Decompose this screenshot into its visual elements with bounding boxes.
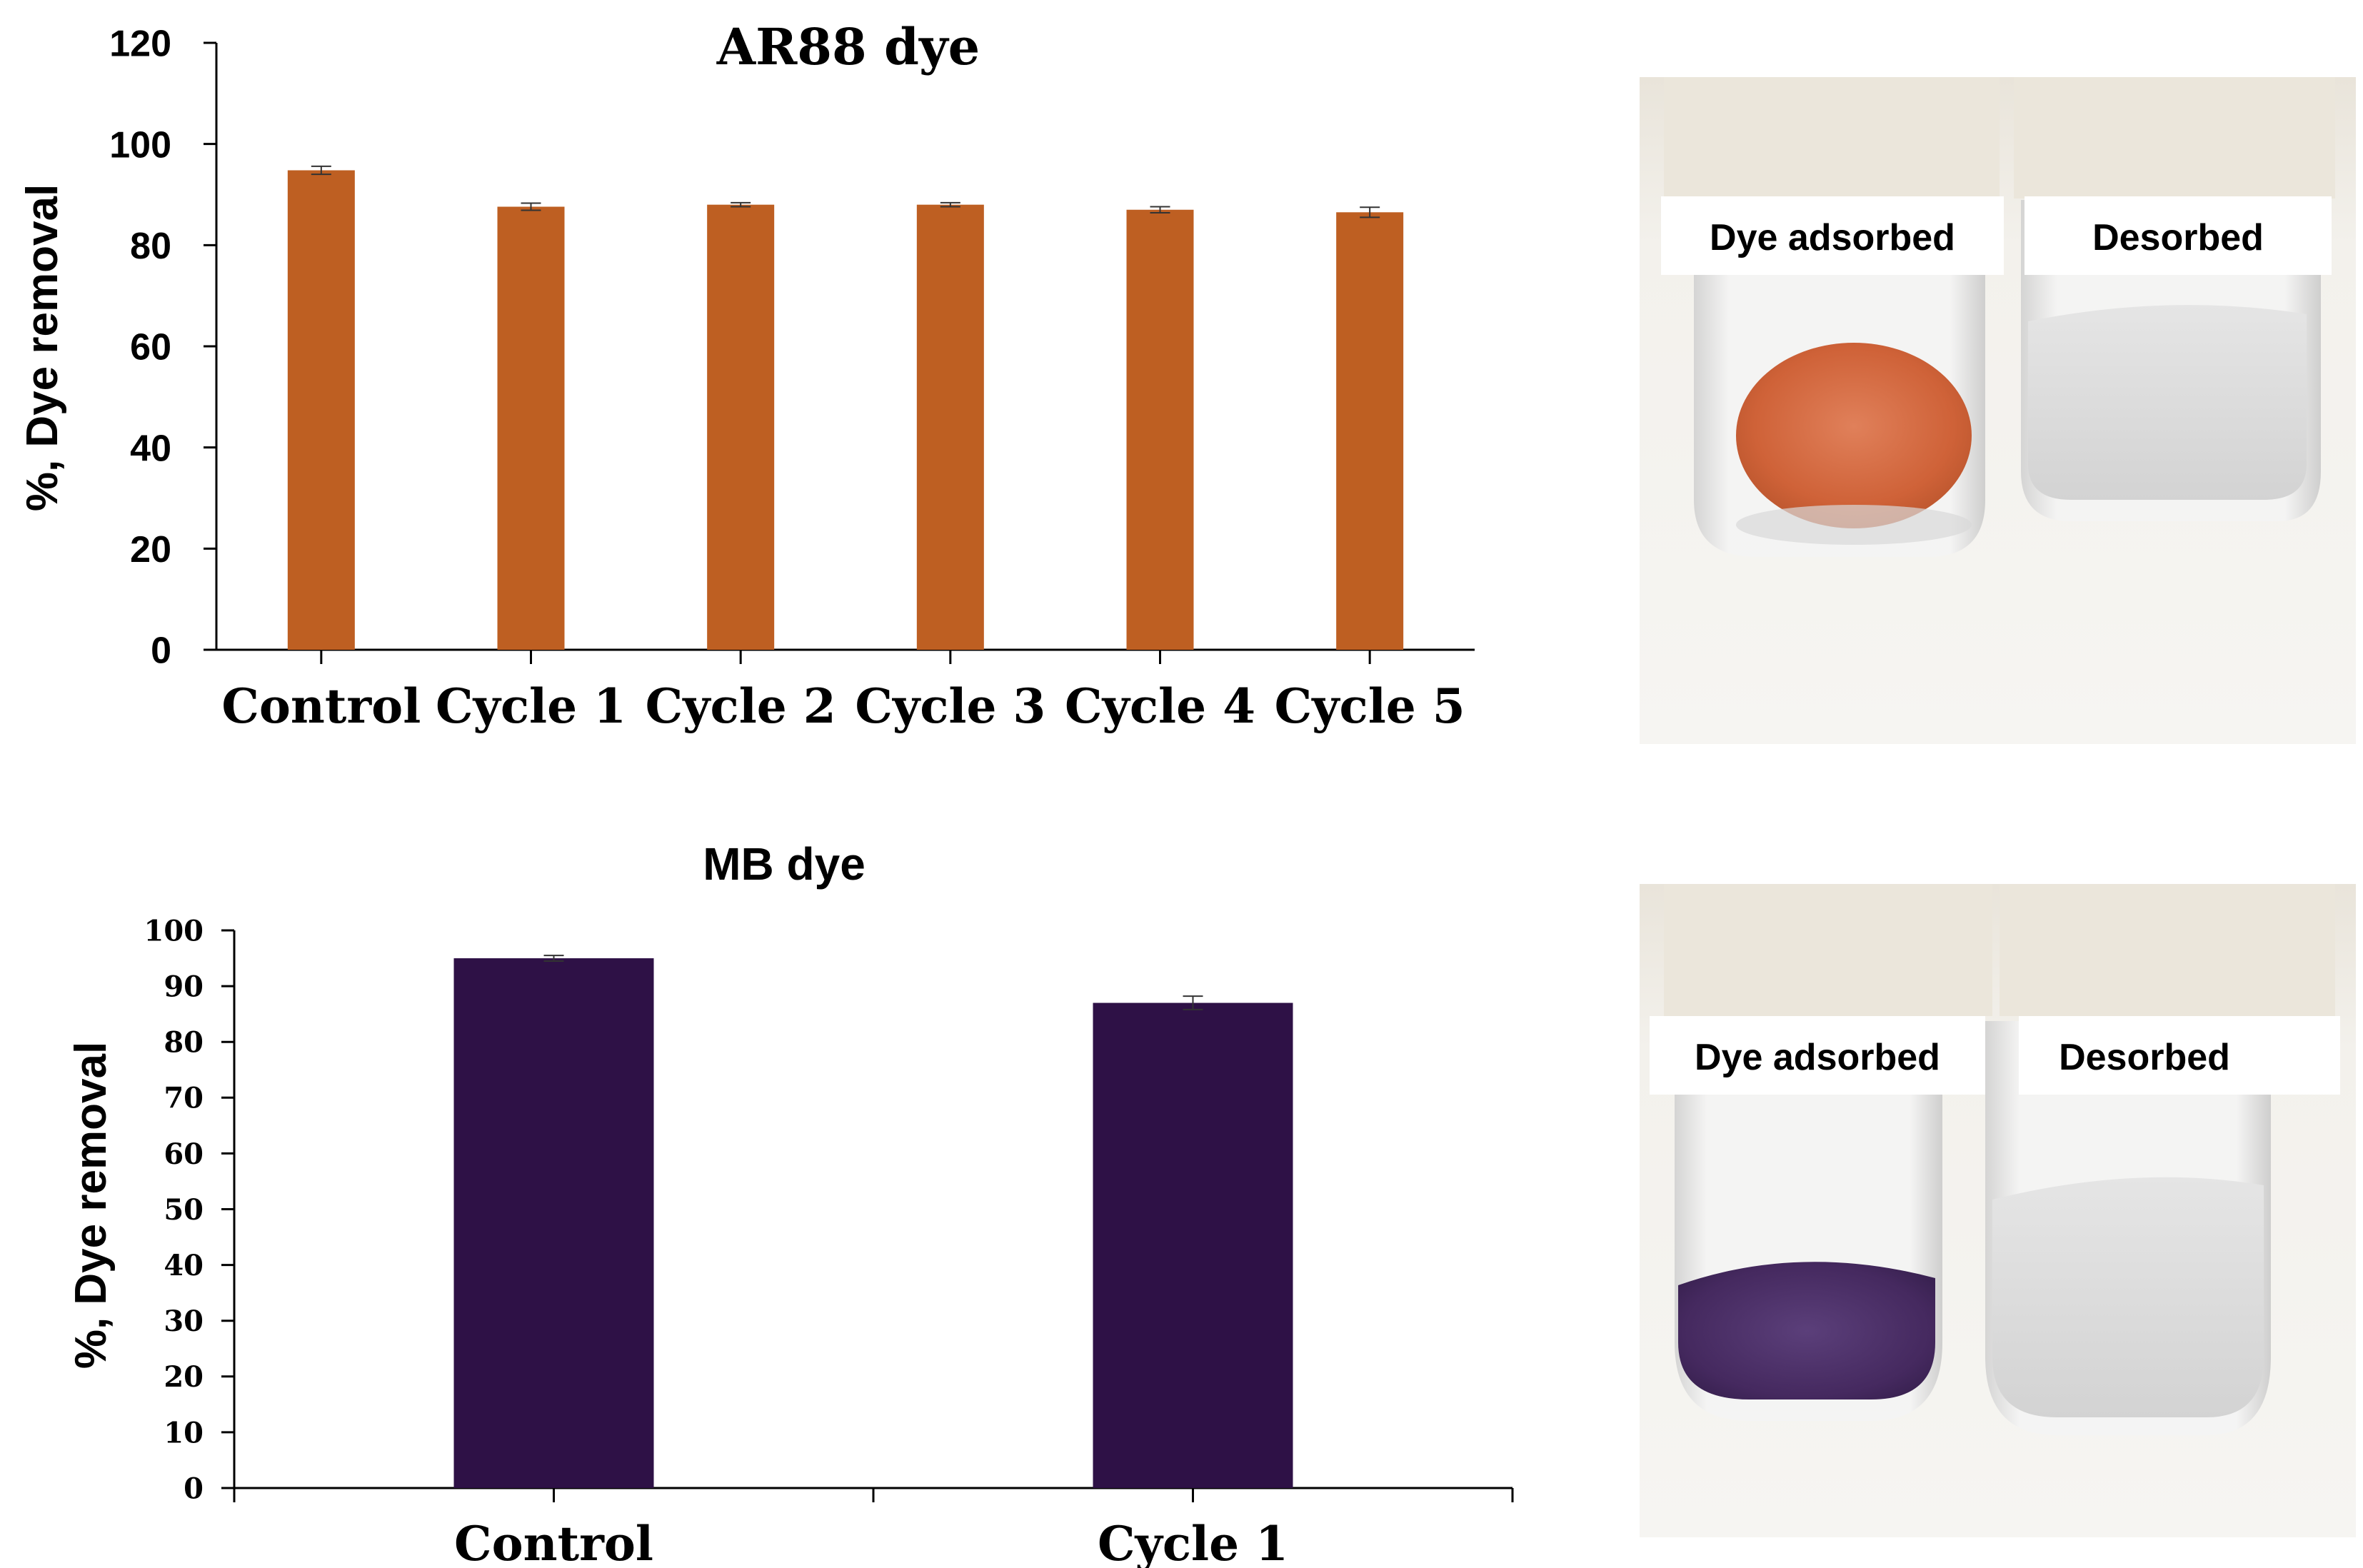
y-tick-label: 40: [130, 428, 171, 469]
desorbed-vial: [2014, 77, 2335, 521]
adsorbed-label: Dye adsorbed: [1695, 1037, 1940, 1078]
y-tick-label: 20: [130, 529, 171, 571]
y-tick-label: 10: [164, 1416, 204, 1449]
y-ticks: 0 20 40 60 80 100 120: [109, 24, 216, 672]
bar-cycle-5: [1336, 212, 1404, 650]
x-tick-label: Cycle 2: [646, 678, 836, 734]
error-bars: [311, 165, 1380, 218]
y-tick-label: 0: [184, 1472, 204, 1505]
bar-cycle-4: [1126, 209, 1194, 650]
desorbed-vial: [1985, 884, 2335, 1435]
x-tick-label: Cycle 3: [855, 678, 1045, 734]
mb-chart: MB dye %, Dye removal 0 10 20 30 40 50 60 70 80 9…: [66, 838, 1514, 1568]
y-tick-label: 0: [151, 630, 171, 672]
desorbed-label: Desorbed: [2092, 217, 2264, 258]
adsorbed-label: Dye adsorbed: [1710, 217, 1955, 258]
y-tick-label: 80: [130, 226, 171, 267]
x-tick-label: Cycle 5: [1275, 678, 1465, 734]
y-tick-label: 60: [130, 327, 171, 368]
y-tick-label: 30: [164, 1305, 204, 1338]
y-axis-label: %, Dye removal: [18, 184, 67, 511]
x-tick-label: Control: [221, 678, 421, 734]
mb-vials-photo: Dye adsorbed Desorbed: [1640, 884, 2356, 1537]
desorbed-label: Desorbed: [2059, 1037, 2230, 1078]
y-tick-label: 100: [109, 124, 171, 166]
x-tick-label: Cycle 1: [436, 678, 626, 734]
bar-cycle-3: [916, 204, 984, 650]
bar-control: [453, 958, 654, 1488]
ar88-vials-photo: Dye adsorbed Desorbed: [1640, 77, 2356, 744]
adsorbed-vial: [1664, 77, 2000, 557]
chart-title: MB dye: [703, 838, 866, 890]
y-tick-label: 80: [164, 1026, 204, 1060]
error-bars: [543, 955, 1203, 1010]
chart-title: AR88 dye: [716, 17, 980, 76]
bar-cycle-1: [1093, 1002, 1293, 1488]
bar-control: [287, 170, 355, 650]
x-tick-label: Cycle 4: [1065, 678, 1255, 734]
y-tick-label: 120: [109, 24, 171, 65]
y-tick-label: 90: [164, 970, 204, 1004]
bar-cycle-1: [497, 206, 565, 650]
bars: [287, 170, 1404, 650]
y-tick-label: 100: [144, 914, 204, 948]
x-tick-label: Cycle 1: [1098, 1516, 1288, 1568]
y-tick-label: 60: [164, 1137, 204, 1171]
x-ticks: Control Cycle 1: [233, 1488, 1514, 1568]
y-tick-label: 50: [164, 1193, 204, 1227]
bar-cycle-2: [707, 204, 775, 650]
bars: [453, 958, 1293, 1488]
y-tick-label: 40: [164, 1249, 204, 1282]
ar88-chart: AR88 dye %, Dye removal 020406080100120 …: [18, 17, 1475, 734]
y-tick-label: 70: [164, 1082, 204, 1115]
y-tick-label: 20: [164, 1360, 204, 1394]
x-tick-label: Control: [454, 1516, 653, 1568]
y-axis-label: %, Dye removal: [66, 1042, 116, 1369]
adsorbed-vial: [1664, 884, 1992, 1421]
x-ticks: Control Cycle 1 Cycle 2 Cycle 3 Cycle 4 Cycle…: [221, 650, 1465, 734]
y-ticks: 0 10 20 30 40 50 60 70 80 90 100: [144, 914, 234, 1505]
